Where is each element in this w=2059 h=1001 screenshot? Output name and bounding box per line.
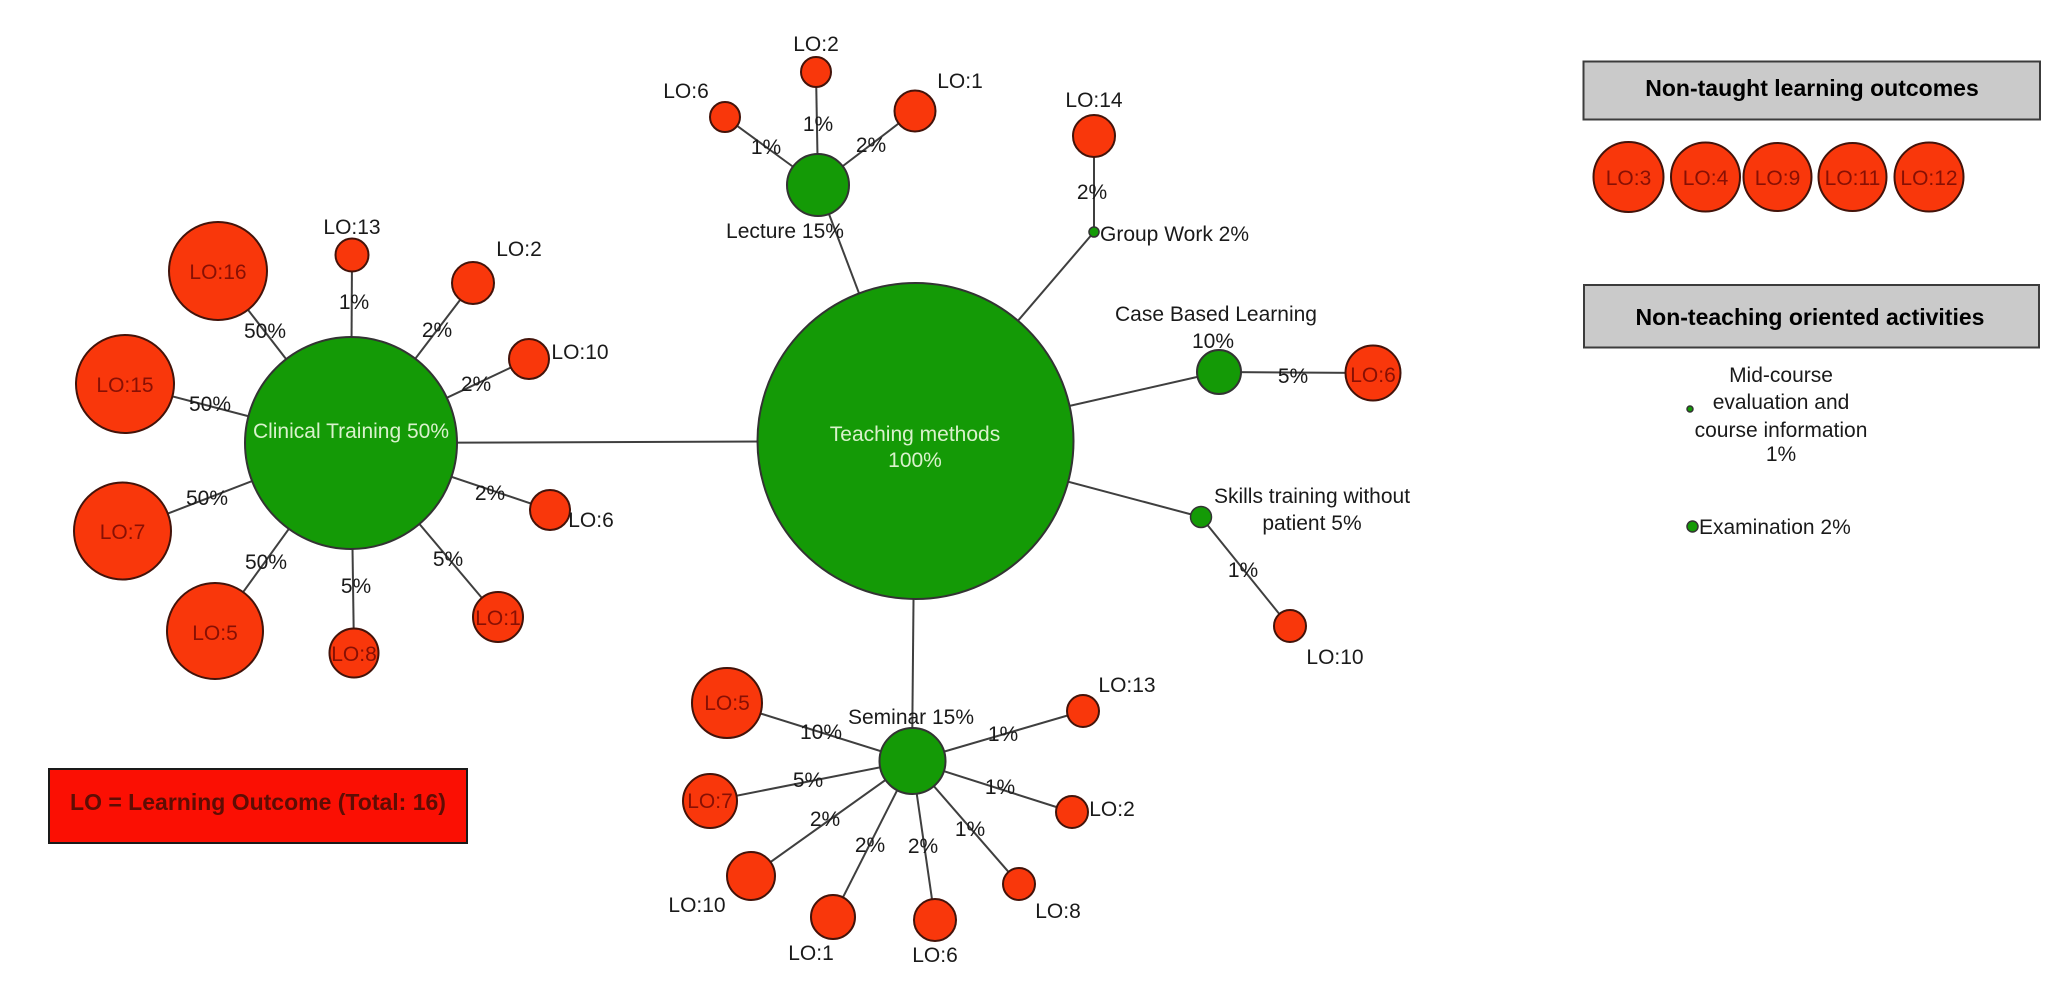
svg-text:Group Work 2%: Group Work 2% <box>1100 223 1249 246</box>
svg-text:Lecture 15%: Lecture 15% <box>726 220 844 243</box>
svg-text:5%: 5% <box>341 575 371 598</box>
svg-text:2%: 2% <box>461 373 491 396</box>
svg-text:LO:6: LO:6 <box>663 80 709 103</box>
svg-text:2%: 2% <box>475 482 505 505</box>
svg-text:2%: 2% <box>1077 181 1107 204</box>
svg-text:LO:16: LO:16 <box>189 261 246 284</box>
svg-text:1%: 1% <box>1766 443 1796 466</box>
svg-text:LO:10: LO:10 <box>668 894 725 917</box>
svg-text:Teaching methods: Teaching methods <box>830 423 1000 446</box>
svg-text:2%: 2% <box>422 319 452 342</box>
svg-text:LO:14: LO:14 <box>1065 89 1123 112</box>
svg-text:patient 5%: patient 5% <box>1262 512 1361 535</box>
svg-text:LO:2: LO:2 <box>1089 798 1135 821</box>
svg-text:LO = Learning Outcome (Total:: LO = Learning Outcome (Total: 16) <box>70 789 446 815</box>
svg-text:LO:2: LO:2 <box>793 33 839 56</box>
svg-text:LO:7: LO:7 <box>687 790 733 813</box>
svg-text:50%: 50% <box>186 487 228 510</box>
svg-text:Mid-course: Mid-course <box>1729 364 1833 387</box>
svg-text:2%: 2% <box>856 134 886 157</box>
svg-text:5%: 5% <box>1278 365 1308 388</box>
svg-text:Non-taught learning outcomes: Non-taught learning outcomes <box>1645 75 1979 101</box>
svg-text:5%: 5% <box>433 548 463 571</box>
svg-text:LO:15: LO:15 <box>96 374 153 397</box>
svg-text:LO:13: LO:13 <box>323 216 380 239</box>
svg-text:LO:7: LO:7 <box>100 521 146 544</box>
svg-text:Skills training without: Skills training without <box>1214 485 1410 508</box>
svg-text:LO:6: LO:6 <box>1350 364 1396 387</box>
svg-text:LO:5: LO:5 <box>192 622 238 645</box>
svg-text:1%: 1% <box>988 723 1018 746</box>
svg-text:5%: 5% <box>793 769 823 792</box>
svg-text:LO:1: LO:1 <box>937 70 983 93</box>
svg-text:LO:12: LO:12 <box>1900 167 1957 190</box>
svg-text:1%: 1% <box>1228 559 1258 582</box>
svg-text:1%: 1% <box>339 291 369 314</box>
svg-text:Clinical Training 50%: Clinical Training 50% <box>253 420 449 443</box>
svg-text:evaluation and: evaluation and <box>1713 391 1850 414</box>
svg-text:Case Based Learning: Case Based Learning <box>1115 303 1317 326</box>
svg-text:1%: 1% <box>955 818 985 841</box>
svg-text:1%: 1% <box>803 113 833 136</box>
svg-text:LO:3: LO:3 <box>1606 167 1652 190</box>
svg-text:LO:6: LO:6 <box>568 509 614 532</box>
svg-text:2%: 2% <box>810 808 840 831</box>
svg-text:LO:1: LO:1 <box>475 607 521 630</box>
svg-text:LO:5: LO:5 <box>704 692 750 715</box>
svg-text:LO:10: LO:10 <box>551 341 608 364</box>
svg-text:1%: 1% <box>985 776 1015 799</box>
svg-text:2%: 2% <box>908 835 938 858</box>
svg-text:LO:8: LO:8 <box>331 643 377 666</box>
svg-text:Seminar 15%: Seminar 15% <box>848 706 974 729</box>
svg-text:2%: 2% <box>855 834 885 857</box>
svg-text:100%: 100% <box>888 449 942 472</box>
svg-text:50%: 50% <box>244 320 286 343</box>
svg-text:LO:8: LO:8 <box>1035 900 1081 923</box>
svg-text:course information: course information <box>1695 419 1868 442</box>
svg-text:1%: 1% <box>751 136 781 159</box>
svg-text:LO:10: LO:10 <box>1306 646 1363 669</box>
svg-text:LO:13: LO:13 <box>1098 674 1155 697</box>
svg-text:50%: 50% <box>189 393 231 416</box>
svg-text:LO:4: LO:4 <box>1683 167 1729 190</box>
svg-text:LO:2: LO:2 <box>496 238 542 261</box>
svg-text:10%: 10% <box>1192 330 1234 353</box>
svg-text:Examination 2%: Examination 2% <box>1699 516 1851 539</box>
svg-text:Non-teaching oriented activiti: Non-teaching oriented activities <box>1636 304 1985 330</box>
svg-text:10%: 10% <box>800 721 842 744</box>
svg-text:LO:6: LO:6 <box>912 944 958 967</box>
svg-text:LO:1: LO:1 <box>788 942 834 965</box>
svg-text:50%: 50% <box>245 551 287 574</box>
svg-text:LO:9: LO:9 <box>1755 167 1801 190</box>
svg-text:LO:11: LO:11 <box>1825 167 1881 190</box>
